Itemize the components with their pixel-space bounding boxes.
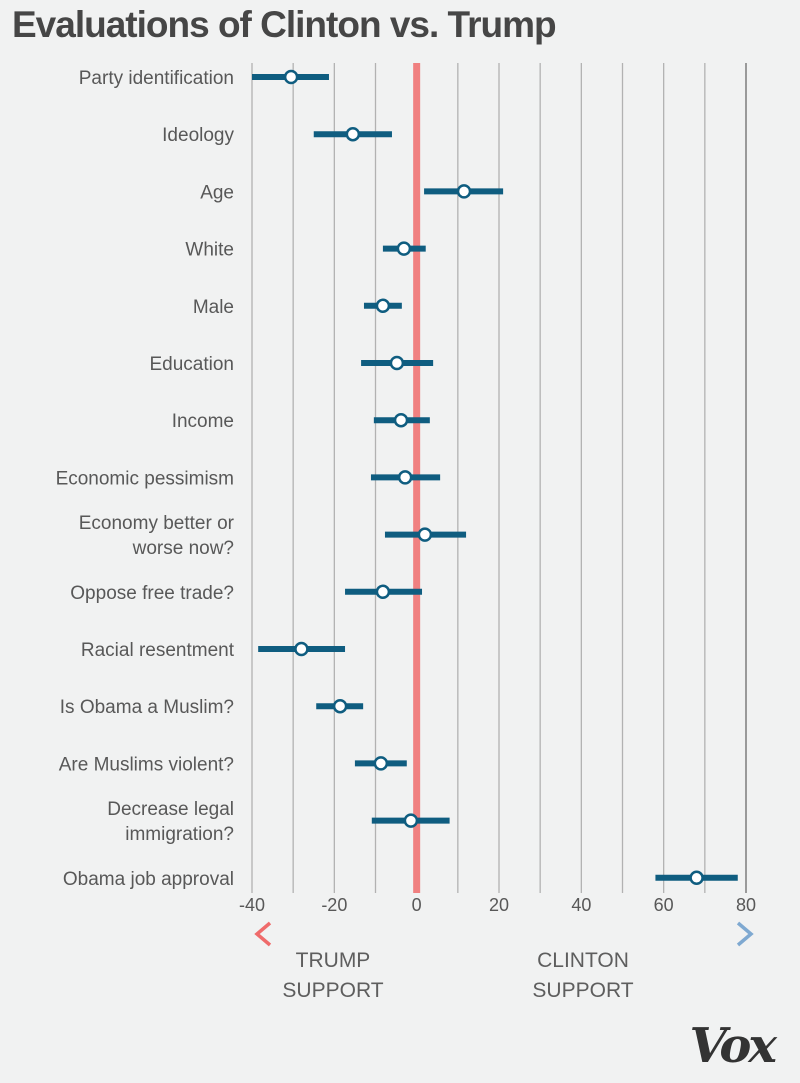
point-estimate (332, 698, 348, 714)
category-label: Male (193, 297, 234, 318)
x-tick-label: -20 (321, 895, 347, 915)
point-estimate (417, 527, 433, 542)
category-label: Party identification (79, 68, 234, 89)
point-estimate (375, 298, 391, 314)
category-label: Racial resentment (81, 640, 235, 661)
point-estimate (397, 470, 413, 485)
vox-logo: Vox (689, 1018, 777, 1074)
category-label: Are Muslims violent? (59, 754, 234, 775)
category-label: Is Obama a Muslim? (60, 697, 234, 718)
point-estimate (396, 241, 412, 256)
point-estimate (373, 756, 389, 771)
category-label: Age (200, 182, 234, 203)
category-label: Oppose free trade? (70, 583, 234, 604)
category-label: Income (172, 411, 234, 432)
trump-arrow-head (254, 921, 272, 947)
point-estimate (389, 355, 405, 371)
point-estimate (345, 126, 361, 142)
category-label: White (185, 240, 234, 261)
category-label: Obama job approval (63, 869, 234, 890)
x-tick-label: 20 (489, 895, 509, 915)
category-label: Education (149, 354, 234, 375)
x-tick-label: 60 (654, 895, 674, 915)
x-tick-label: -40 (239, 895, 265, 915)
category-label: Decrease legal (107, 799, 234, 820)
category-label: Economic pessimism (56, 468, 234, 489)
x-tick-label: 0 (412, 895, 422, 915)
category-label: Ideology (162, 125, 234, 146)
trump-support-label: TRUMP (296, 949, 371, 972)
point-estimate (403, 813, 419, 828)
x-tick-label: 40 (571, 895, 591, 915)
category-label: Economy better or (79, 513, 235, 534)
clinton-support-label: CLINTON (537, 949, 629, 972)
point-estimate (393, 412, 409, 428)
point-estimate (375, 584, 391, 600)
trump-support-label: SUPPORT (282, 979, 383, 1002)
category-label: worse now? (132, 538, 234, 559)
clinton-arrow-head (736, 921, 754, 947)
x-tick-label: 80 (736, 895, 756, 915)
point-estimate (689, 870, 704, 886)
point-estimate (294, 641, 309, 657)
category-label: immigration? (125, 824, 234, 845)
point-estimate (283, 69, 299, 85)
chart-title: Evaluations of Clinton vs. Trump (12, 4, 557, 45)
point-estimate (456, 184, 472, 199)
clinton-support-label: SUPPORT (532, 979, 633, 1002)
